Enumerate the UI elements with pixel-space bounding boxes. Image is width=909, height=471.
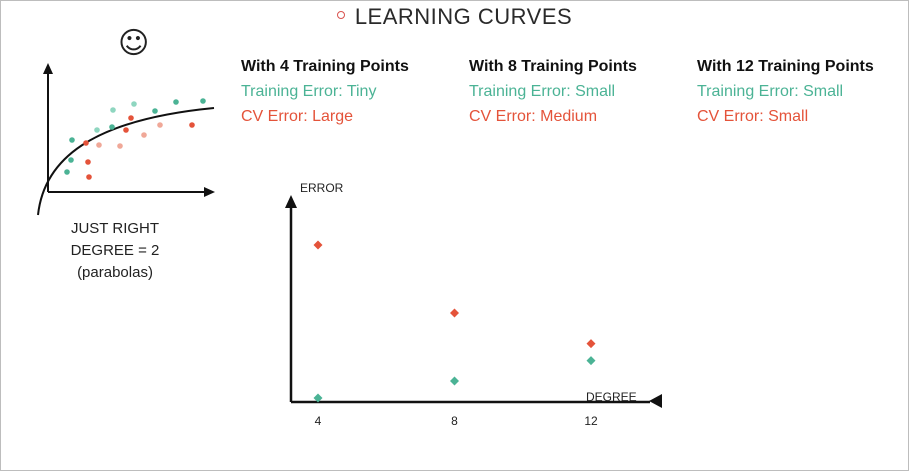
sketch-y-arrow-icon [43,63,53,74]
training-error-point [313,393,323,403]
column-heading: With 12 Training Points [697,58,874,75]
cv-error-point [586,339,596,349]
column-12-points: With 12 Training Points Training Error: … [697,54,874,129]
sketch-point [68,157,74,163]
column-heading: With 4 Training Points [241,58,409,75]
sketch-point [69,137,75,143]
sketch-caption: JUST RIGHT DEGREE = 2 (parabolas) [60,218,170,284]
training-error-text: Training Error: Small [469,83,616,100]
x-tick-label: 8 [451,414,458,428]
sketch-point [96,142,102,148]
sketch-point [117,143,123,149]
sketch-point [83,140,89,146]
x-axis-arrow-icon [649,394,662,408]
sketch-point [109,124,115,130]
column-4-points: With 4 Training Points Training Error: T… [241,54,409,129]
fitted-parabola [37,107,215,216]
y-axis-arrow-icon [285,195,297,208]
sketch-plot [37,63,215,216]
sketch-x-arrow-icon [204,187,215,197]
sketch-point [189,122,195,128]
sketch-point [86,174,92,180]
x-tick-label: 12 [584,414,598,428]
sketch-point [131,101,137,107]
training-error-text: Training Error: Tiny [241,83,377,100]
cv-error-point [450,308,459,318]
cv-error-text: CV Error: Small [697,108,809,125]
caption-line: (parabolas) [77,264,153,281]
y-axis-label: ERROR [300,181,344,195]
cv-error-point [313,240,323,250]
smiley-icon: ☺ [118,26,150,61]
column-heading: With 8 Training Points [469,58,637,75]
learning-curve-chart: ERROR DEGREE 4 8 12 [285,181,662,428]
training-error-point [450,376,459,386]
training-error-text: Training Error: Small [697,83,844,100]
data-points [313,240,596,403]
cv-error-text: CV Error: Medium [469,108,598,125]
sketch-point [85,159,91,165]
sketch-point [128,115,134,121]
sketch-point [152,108,158,114]
x-tick-labels: 4 8 12 [315,414,598,428]
sketch-point [64,169,70,175]
title-text: LEARNING CURVES [354,4,573,29]
x-axis-label: DEGREE [586,390,637,404]
sketch-point [94,127,100,133]
sketch-point [157,122,163,128]
x-tick-label: 4 [315,414,322,428]
sketch-point [141,132,147,138]
bullet-icon [336,11,345,20]
column-8-points: With 8 Training Points Training Error: S… [469,54,637,129]
sketch-points [64,98,206,180]
sketch-point [123,127,129,133]
cv-error-text: CV Error: Large [241,108,354,125]
sketch-point [200,98,206,104]
caption-line: DEGREE = 2 [70,242,160,259]
sketch-point [110,107,116,113]
page-title: LEARNING CURVES [0,4,909,30]
caption-line: JUST RIGHT [70,220,160,237]
training-error-point [586,356,596,366]
sketch-point [173,99,179,105]
